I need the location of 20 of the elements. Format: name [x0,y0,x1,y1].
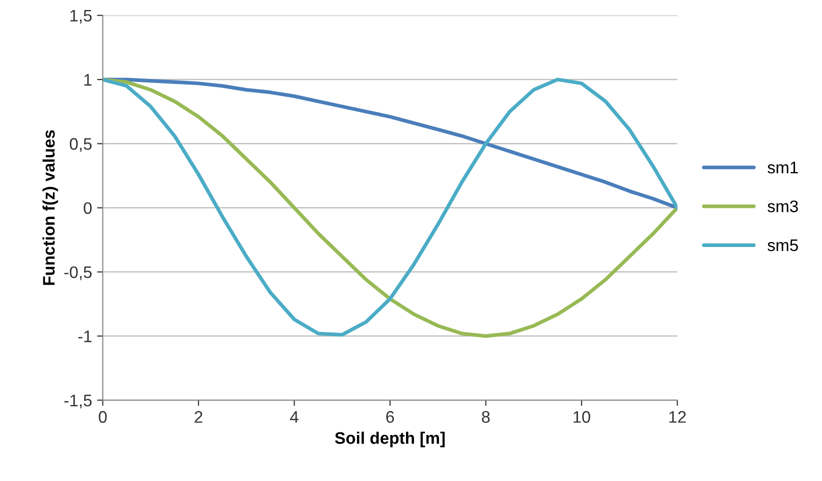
y-tick-label: 0,5 [70,138,92,152]
x-tick-label: 8 [482,411,490,423]
line-series [102,78,678,210]
y-tick-label: 0 [84,202,92,214]
y-tick-label: -0,5 [64,266,92,280]
y-tick-label: -1 [78,330,92,342]
y-tick-label: 1,5 [70,10,92,24]
x-tick-label: 2 [194,411,202,423]
x-tick-label: 6 [386,411,394,423]
y-axis-title: Function f(z) values [42,130,58,285]
y-tick-label: -1,5 [64,394,92,408]
legend-label: sm5 [768,240,798,252]
x-tick-label: 10 [574,411,590,423]
x-tick-label: 4 [290,411,298,423]
y-tick-label: 1 [84,74,92,86]
x-tick-label: 0 [98,411,107,423]
x-tick-label: 12 [669,411,686,423]
legend-label: sm1 [768,162,798,174]
legend-label: sm3 [768,200,798,212]
x-axis-title: Soil depth [m] [334,432,445,448]
